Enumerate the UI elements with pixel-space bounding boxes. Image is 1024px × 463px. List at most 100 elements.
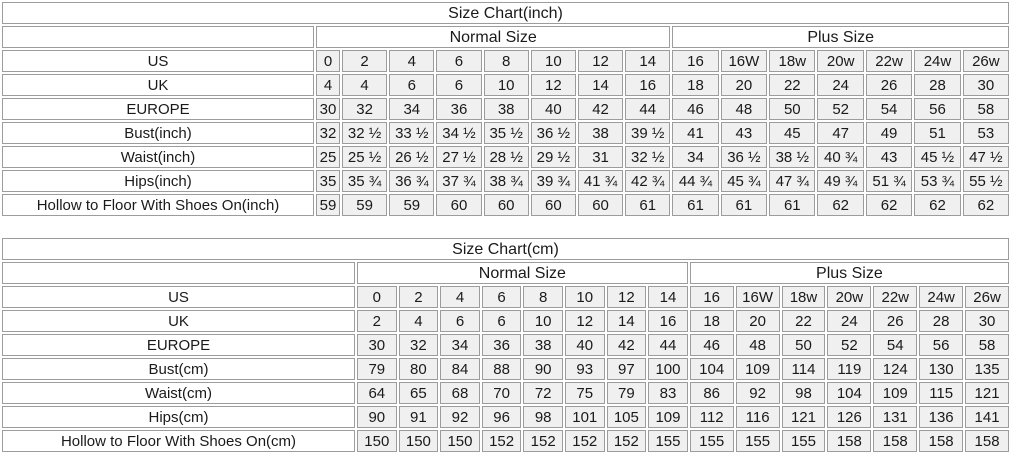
size-row: US 0 2 4 6 8 10 12 14 16 16W 18w 20w 22w 24w 26w	[2, 50, 1010, 72]
size-value-cell: 4	[440, 286, 480, 308]
size-value-cell: 44	[648, 334, 688, 356]
size-value-cell: 2	[398, 286, 439, 308]
normal-size-header: Normal Size	[357, 262, 688, 284]
size-value-cell: 37 ¾	[436, 170, 482, 192]
size-value-cell: 40 ¾	[817, 146, 864, 168]
size-value-cell: 68	[440, 382, 480, 404]
size-value-cell: 152	[481, 430, 522, 452]
size-value-cell: 60	[483, 194, 529, 216]
group-header-row: Normal Size Plus Size	[2, 26, 1010, 48]
size-value-cell: 100	[648, 358, 688, 380]
size-value-cell: 96	[481, 406, 522, 428]
size-value-cell: 158	[919, 430, 964, 452]
row-label: EUROPE	[2, 98, 314, 120]
size-value-cell: 8	[523, 286, 563, 308]
size-value-cell: 104	[689, 358, 734, 380]
size-value-cell: 6	[389, 74, 435, 96]
size-value-cell: 42 ¾	[625, 170, 671, 192]
size-value-cell: 50	[781, 334, 826, 356]
size-value-cell: 79	[606, 382, 647, 404]
size-value-cell: 155	[781, 430, 826, 452]
size-value-cell: 59	[316, 194, 340, 216]
group-header-row: Normal Size Plus Size	[2, 262, 1009, 284]
size-value-cell: 50	[769, 98, 816, 120]
size-value-cell: 62	[865, 194, 913, 216]
size-value-cell: 22	[769, 74, 816, 96]
size-value-cell: 44 ¾	[672, 170, 719, 192]
size-value-cell: 49 ¾	[817, 170, 864, 192]
size-value-cell: 16W	[720, 50, 768, 72]
size-value-cell: 6	[436, 74, 482, 96]
size-value-cell: 36 ½	[720, 146, 768, 168]
size-value-cell: 30	[962, 74, 1010, 96]
size-value-cell: 24w	[919, 286, 964, 308]
table-title: Size Chart(cm)	[2, 238, 1009, 260]
size-value-cell: 72	[523, 382, 563, 404]
row-label: Bust(inch)	[2, 122, 314, 144]
size-value-cell: 152	[523, 430, 563, 452]
row-label: EUROPE	[2, 334, 355, 356]
size-value-cell: 115	[919, 382, 964, 404]
size-value-cell: 61	[625, 194, 671, 216]
corner-cell	[2, 26, 314, 48]
size-value-cell: 46	[672, 98, 719, 120]
size-value-cell: 60	[530, 194, 576, 216]
size-value-cell: 45	[769, 122, 816, 144]
size-value-cell: 48	[720, 98, 768, 120]
size-value-cell: 30	[357, 334, 397, 356]
size-value-cell: 38	[577, 122, 624, 144]
size-value-cell: 32 ½	[342, 122, 388, 144]
size-value-cell: 6	[481, 286, 522, 308]
size-value-cell: 54	[873, 334, 918, 356]
size-value-cell: 70	[481, 382, 522, 404]
size-value-cell: 51 ¾	[865, 170, 913, 192]
size-value-cell: 26	[873, 310, 918, 332]
row-label: Bust(cm)	[2, 358, 355, 380]
size-value-cell: 88	[481, 358, 522, 380]
row-label: Hips(inch)	[2, 170, 314, 192]
size-value-cell: 14	[648, 286, 688, 308]
size-value-cell: 59	[342, 194, 388, 216]
size-row: Bust(inch) 32 32 ½ 33 ½ 34 ½ 35 ½ 36 ½ 38 39 ½ 41…	[2, 122, 1010, 144]
table-title: Size Chart(inch)	[2, 2, 1010, 24]
size-row: Hips(cm) 90 91 92 96 98 101 105 109 112 116 121 126 1…	[2, 406, 1009, 428]
size-value-cell: 32 ½	[625, 146, 671, 168]
size-value-cell: 101	[564, 406, 605, 428]
corner-cell	[2, 262, 355, 284]
size-value-cell: 60	[577, 194, 624, 216]
size-value-cell: 20	[720, 74, 768, 96]
size-value-cell: 136	[919, 406, 964, 428]
size-value-cell: 10	[483, 74, 529, 96]
size-row: UK 2 4 6 6 10 12 14 16 18 20 22 24 26 28 30	[2, 310, 1009, 332]
size-value-cell: 47 ¾	[769, 170, 816, 192]
size-value-cell: 16	[689, 286, 734, 308]
size-value-cell: 39 ½	[625, 122, 671, 144]
size-value-cell: 24	[817, 74, 864, 96]
size-value-cell: 2	[357, 310, 397, 332]
size-value-cell: 155	[735, 430, 780, 452]
row-label: Hollow to Floor With Shoes On(inch)	[2, 194, 314, 216]
size-value-cell: 4	[342, 74, 388, 96]
size-value-cell: 60	[436, 194, 482, 216]
size-value-cell: 124	[873, 358, 918, 380]
size-value-cell: 35 ½	[483, 122, 529, 144]
size-value-cell: 10	[523, 310, 563, 332]
size-value-cell: 158	[873, 430, 918, 452]
size-value-cell: 8	[483, 50, 529, 72]
size-value-cell: 33 ½	[389, 122, 435, 144]
size-value-cell: 20w	[817, 50, 864, 72]
size-value-cell: 35 ¾	[342, 170, 388, 192]
size-value-cell: 48	[735, 334, 780, 356]
size-value-cell: 93	[564, 358, 605, 380]
size-value-cell: 4	[389, 50, 435, 72]
size-value-cell: 6	[440, 310, 480, 332]
size-value-cell: 80	[398, 358, 439, 380]
size-value-cell: 29 ½	[530, 146, 576, 168]
size-value-cell: 34	[440, 334, 480, 356]
size-value-cell: 12	[606, 286, 647, 308]
size-value-cell: 47 ½	[962, 146, 1010, 168]
size-row: Hollow to Floor With Shoes On(inch) 59 59 5…	[2, 194, 1010, 216]
size-value-cell: 0	[316, 50, 340, 72]
size-value-cell: 43	[720, 122, 768, 144]
